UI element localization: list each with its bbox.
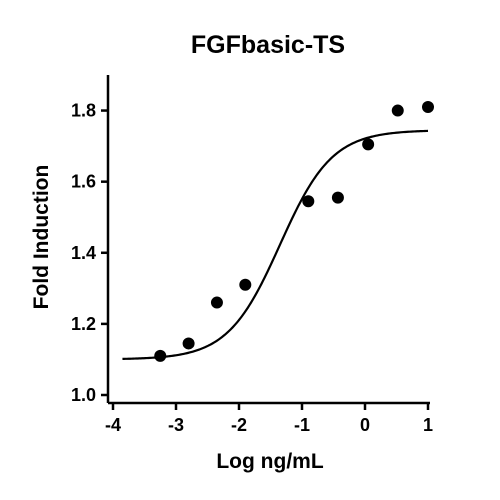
chart-title: FGFbasic-TS: [191, 31, 345, 59]
x-tick-label: -1: [294, 415, 310, 435]
y-tick-label: 1.8: [71, 101, 96, 121]
y-tick-label: 1.2: [71, 314, 96, 334]
data-point: [362, 138, 375, 151]
data-point: [210, 296, 223, 309]
x-tick-label: -4: [105, 415, 121, 435]
x-tick-label: 1: [423, 415, 433, 435]
plot-area: 1.0 1.2 1.4 1.6 1.8 -4 -3 -2 -1 0 1: [71, 75, 434, 435]
y-tick-label: 1.4: [71, 243, 96, 263]
y-tick-label: 1.0: [71, 385, 96, 405]
x-tick-label: -2: [231, 415, 247, 435]
data-point: [239, 278, 252, 291]
x-tick-label: 0: [360, 415, 370, 435]
data-point: [182, 337, 195, 350]
x-tick-label: -3: [168, 415, 184, 435]
data-point: [391, 104, 404, 117]
data-point: [422, 101, 434, 113]
data-point: [331, 191, 344, 204]
fit-curve: [122, 129, 429, 360]
data-point: [154, 349, 167, 362]
y-tick-label: 1.6: [71, 172, 96, 192]
y-axis-label: Fold Induction: [30, 165, 53, 310]
data-point: [302, 195, 315, 208]
x-axis-label: Log ng/mL: [216, 450, 323, 473]
